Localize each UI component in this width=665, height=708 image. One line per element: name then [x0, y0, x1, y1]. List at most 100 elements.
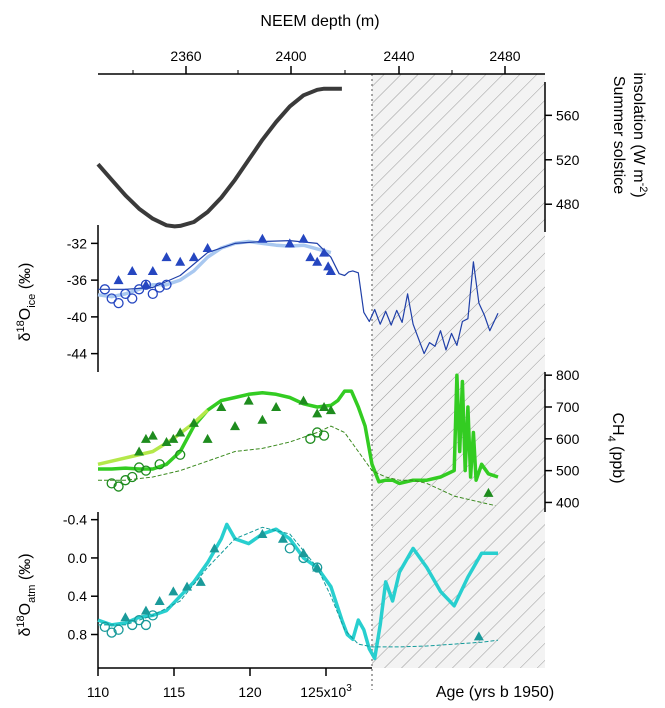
d18O_ice-triangle-marker — [140, 279, 151, 289]
CH4-circle-marker — [113, 481, 124, 492]
CH4-triangle-marker — [161, 437, 172, 446]
d18O_atm-circle-marker — [113, 624, 124, 635]
CH4-triangle-marker — [188, 417, 199, 427]
CH4-triangle-marker — [230, 421, 240, 431]
CH4-triangle-marker — [134, 446, 145, 456]
d18O_atm-triangle-marker — [209, 543, 220, 553]
CH4-y-tick-label: 400 — [556, 494, 580, 510]
CH4-y-tick-label: 700 — [556, 399, 580, 415]
d18O_ice-triangle-marker — [161, 252, 172, 262]
d18O_atm-triangle-marker — [195, 576, 206, 586]
atm-axis-title: δ18Oatm (‰) — [15, 553, 38, 636]
CH4-series-line-2 — [98, 425, 496, 507]
d18O_ice-circle-marker — [99, 284, 110, 295]
insolation-y-tick-label: 480 — [556, 196, 580, 212]
d18O_atm-circle-marker — [106, 627, 117, 638]
d18O_ice-y-tick-label: -40 — [67, 309, 87, 325]
d18O_ice-circle-marker — [133, 284, 145, 295]
CH4-circle-marker — [312, 427, 323, 438]
d18O_atm-series-line-0 — [97, 522, 498, 661]
d18O_ice-triangle-marker — [147, 265, 158, 275]
axes-frame — [97, 73, 546, 669]
top-axis-tick-label: 2400 — [275, 48, 306, 64]
bottom-axis-title: Age (yrs b 1950) — [436, 684, 554, 701]
CH4-triangle-marker — [257, 414, 268, 424]
CH4-circle-marker — [127, 471, 138, 483]
top-axis-tick-label: 2480 — [489, 48, 520, 64]
d18O_ice-circle-marker — [127, 293, 138, 304]
CH4-triangle-marker — [202, 433, 213, 443]
d18O_atm-circle-marker — [99, 621, 110, 632]
d18O_atm-circle-marker — [147, 610, 158, 621]
bottom-axis-tick-label: 125x103 — [300, 683, 352, 700]
ice-axis-title: δ18Oice (‰) — [15, 263, 38, 342]
d18O_ice-triangle-marker — [284, 238, 295, 248]
d18O_atm-y-tick-label: 0.8 — [68, 627, 88, 643]
d18O_atm-triangle-marker — [257, 529, 268, 539]
insolation-y-tick-label: 560 — [556, 107, 580, 123]
CH4-circle-marker — [140, 465, 152, 476]
CH4-y-tick-label: 500 — [556, 463, 580, 479]
CH4-triangle-marker — [147, 430, 158, 440]
CH4-triangle-marker — [312, 408, 323, 418]
bottom-axis-tick-label: 115 — [163, 684, 186, 700]
d18O_atm-circle-marker — [284, 543, 295, 554]
d18O_ice-circle-marker — [147, 288, 158, 300]
d18O_atm-circle-marker — [298, 552, 309, 564]
bottom-axis-tick-label: 110 — [87, 684, 110, 700]
d18O_atm-circle-marker — [140, 619, 152, 631]
CH4-y-tick-label: 800 — [556, 367, 580, 383]
d18O_atm-triangle-marker — [473, 631, 484, 641]
d18O_ice-triangle-marker — [305, 252, 316, 262]
d18O_ice-triangle-marker — [113, 275, 124, 285]
d18O_ice-triangle-marker — [325, 265, 336, 275]
top-axis-tick-label: 2360 — [170, 48, 201, 64]
d18O_atm-triangle-marker — [182, 581, 193, 591]
CH4-triangle-marker — [216, 402, 227, 411]
CH4-circle-marker — [175, 449, 186, 460]
d18O_ice-series-line-1 — [98, 240, 499, 355]
d18O_ice-circle-marker — [140, 279, 152, 290]
CH4-triangle-marker — [319, 402, 330, 411]
CH4-y-tick-label: 600 — [556, 431, 580, 447]
CH4-triangle-marker — [483, 487, 494, 497]
d18O_ice-circle-marker — [154, 282, 165, 293]
CH4-triangle-marker — [140, 433, 151, 443]
d18O_atm-circle-marker — [312, 562, 323, 573]
d18O_ice-triangle-marker — [298, 233, 309, 243]
d18O_ice-triangle-marker — [202, 242, 213, 252]
d18O_atm-circle-marker — [133, 614, 145, 626]
ch4-axis-title: CH4 (ppb) — [605, 412, 626, 483]
d18O_ice-triangle-marker — [175, 256, 186, 266]
d18O_ice-circle-marker — [120, 288, 131, 300]
d18O_atm-triangle-marker — [120, 612, 131, 622]
top-axis-title: NEEM depth (m) — [260, 13, 379, 30]
d18O_ice-y-tick-label: -44 — [67, 346, 87, 362]
CH4-circle-marker — [133, 462, 145, 473]
d18O_atm-triangle-marker — [154, 596, 165, 606]
CH4-circle-marker — [305, 433, 316, 444]
CH4-triangle-marker — [271, 402, 282, 411]
d18O_atm-y-tick-label: -0.4 — [63, 512, 87, 528]
d18O_ice-y-tick-label: -32 — [67, 235, 87, 251]
CH4-triangle-marker — [325, 405, 336, 415]
d18O_ice-circle-marker — [161, 279, 172, 290]
CH4-circle-marker — [106, 478, 117, 489]
d18O_ice-triangle-marker — [127, 265, 138, 275]
d18O_ice-triangle-marker — [312, 256, 323, 266]
top-axis-tick-label: 2440 — [383, 48, 414, 64]
d18O_ice-circle-marker — [106, 293, 117, 304]
CH4-circle-marker — [120, 475, 131, 486]
d18O_atm-triangle-marker — [298, 548, 309, 558]
d18O_atm-circle-marker — [127, 619, 138, 631]
CH4-circle-marker — [154, 459, 165, 470]
insolation-axis-title: Summer solstice — [610, 76, 627, 194]
d18O_atm-triangle-marker — [277, 533, 288, 543]
CH4-circle-marker — [318, 430, 330, 441]
insolation-series-line-0 — [96, 86, 342, 229]
CH4-triangle-marker — [298, 395, 309, 405]
d18O_ice-y-tick-label: -36 — [67, 272, 87, 288]
CH4-triangle-marker — [243, 395, 254, 405]
d18O_ice-triangle-marker — [188, 252, 199, 262]
